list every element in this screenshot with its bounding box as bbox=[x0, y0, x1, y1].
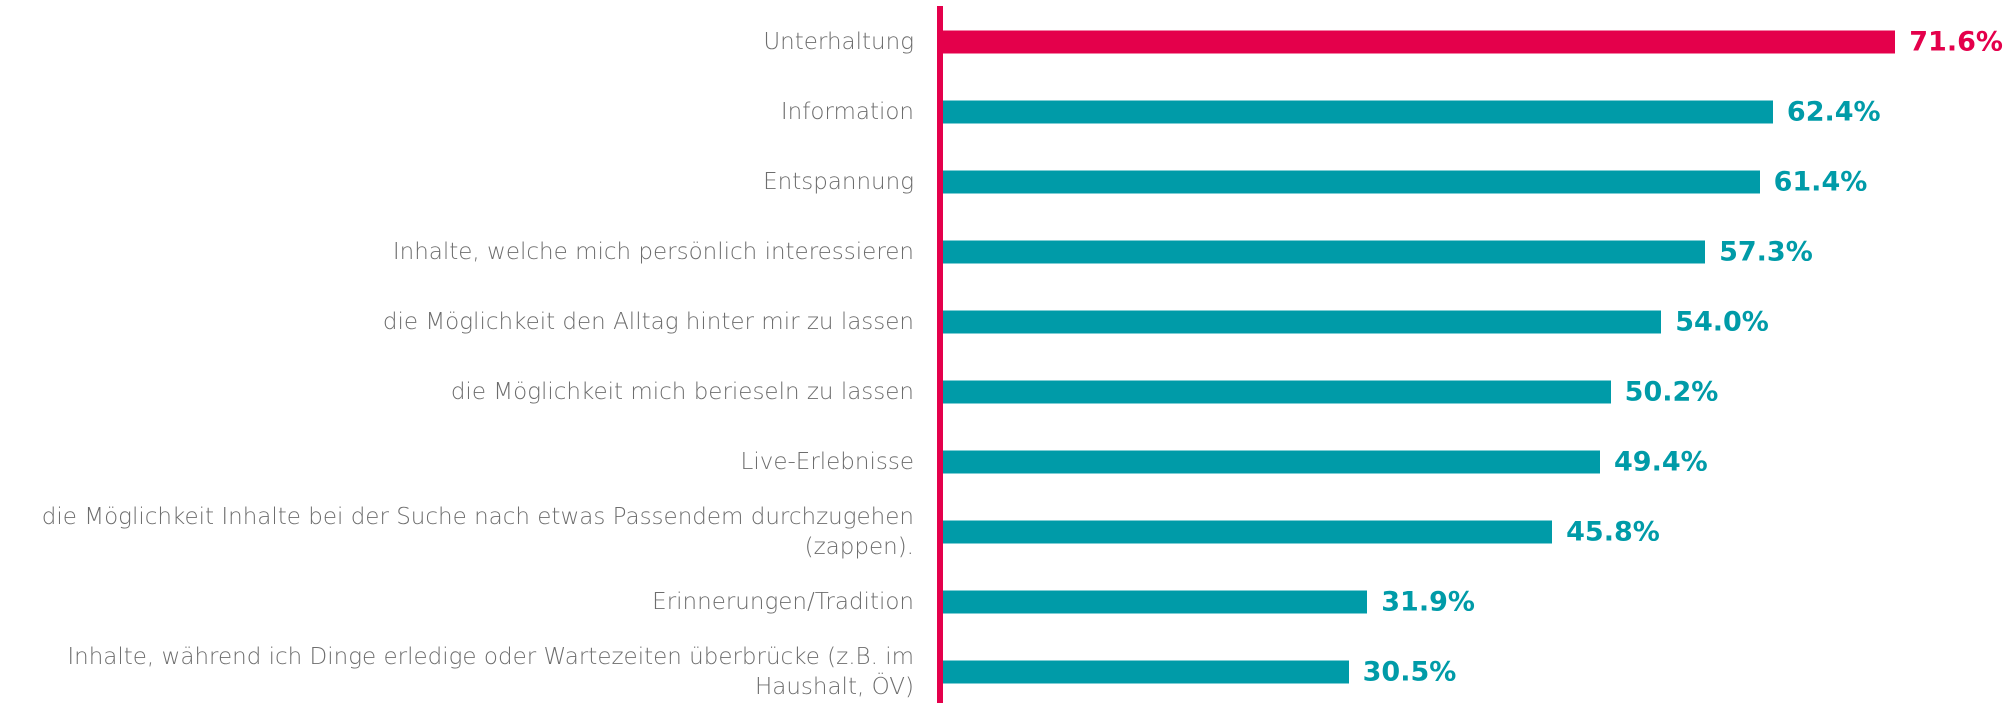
bar bbox=[943, 310, 1662, 334]
category-label: Unterhaltung bbox=[763, 29, 914, 55]
category-label: die Möglichkeit Inhalte bei der Suche na… bbox=[41, 504, 914, 560]
category-label: Live-Erlebnisse bbox=[740, 449, 914, 475]
value-label: 54.0% bbox=[1675, 306, 1769, 338]
bar bbox=[943, 380, 1611, 404]
value-label: 57.3% bbox=[1719, 236, 1813, 268]
bar bbox=[943, 450, 1601, 474]
bar bbox=[943, 170, 1760, 194]
value-label: 50.2% bbox=[1624, 376, 1719, 408]
bar bbox=[943, 240, 1706, 264]
value-label: 62.4% bbox=[1786, 96, 1881, 128]
category-label: Information bbox=[780, 99, 914, 125]
value-label: 30.5% bbox=[1362, 656, 1457, 688]
value-label: 45.8% bbox=[1566, 516, 1660, 548]
value-label: 49.4% bbox=[1614, 446, 1708, 478]
bar bbox=[943, 590, 1368, 614]
bar bbox=[943, 100, 1773, 124]
category-label: Erinnerungen/Tradition bbox=[652, 589, 914, 615]
category-label: Entspannung bbox=[763, 169, 914, 195]
category-label: Inhalte, während ich Dinge erledige oder… bbox=[67, 644, 914, 700]
value-label: 61.4% bbox=[1773, 166, 1868, 198]
category-label: die Möglichkeit den Alltag hinter mir zu… bbox=[382, 309, 914, 335]
bar bbox=[943, 660, 1349, 684]
axis-line bbox=[937, 6, 943, 703]
bar bbox=[943, 520, 1553, 544]
category-label: Inhalte, welche mich persönlich interess… bbox=[392, 239, 914, 265]
category-label: die Möglichkeit mich berieseln zu lassen bbox=[450, 379, 914, 405]
value-label: 31.9% bbox=[1381, 586, 1475, 618]
value-label: 71.6% bbox=[1909, 26, 2003, 58]
bar bbox=[943, 30, 1896, 54]
